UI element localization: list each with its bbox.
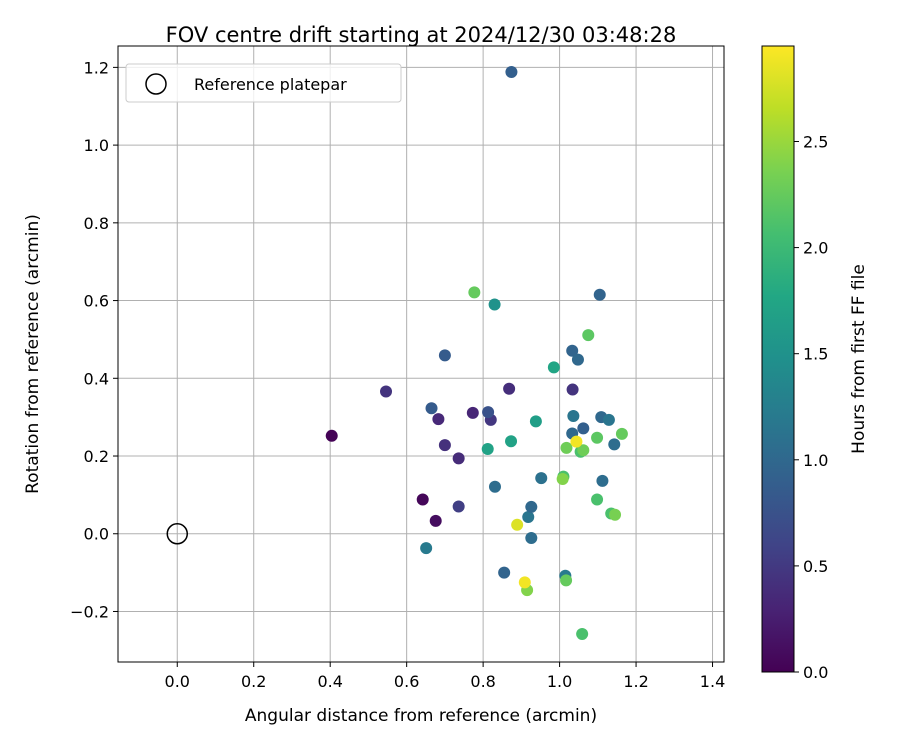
data-point bbox=[602, 413, 615, 426]
colorbar-tick-label: 1.0 bbox=[803, 451, 828, 470]
colorbar-tick-label: 2.0 bbox=[803, 239, 828, 258]
x-tick-label: 0.2 bbox=[241, 672, 266, 691]
data-point bbox=[488, 480, 501, 493]
data-point bbox=[452, 452, 465, 465]
data-point bbox=[420, 542, 433, 555]
x-tick-label: 1.2 bbox=[623, 672, 648, 691]
data-point bbox=[432, 413, 445, 426]
data-point bbox=[429, 514, 442, 527]
data-point bbox=[535, 472, 548, 485]
colorbar-tick-label: 2.5 bbox=[803, 132, 828, 151]
data-point bbox=[571, 353, 584, 366]
x-tick-label: 0.0 bbox=[165, 672, 190, 691]
data-point bbox=[529, 415, 542, 428]
data-point bbox=[505, 435, 518, 448]
y-tick-label: −0.2 bbox=[70, 602, 109, 621]
y-tick-label: 0.2 bbox=[84, 447, 109, 466]
legend-box bbox=[125, 63, 402, 103]
y-tick-label: 0.0 bbox=[84, 525, 109, 544]
data-point bbox=[570, 435, 583, 448]
data-point bbox=[518, 576, 531, 589]
legend: Reference platepar bbox=[125, 63, 402, 103]
x-tick-label: 0.4 bbox=[317, 672, 342, 691]
x-axis-label: Angular distance from reference (arcmin) bbox=[245, 706, 597, 726]
x-axis-ticks: 0.0 0.2 0.4 0.6 0.8 1.0 1.2 1.4 bbox=[165, 662, 725, 691]
colorbar-ticks: 0.0 0.5 1.0 1.5 2.0 2.5 bbox=[794, 132, 828, 682]
x-tick-label: 0.8 bbox=[470, 672, 495, 691]
colorbar: 0.0 0.5 1.0 1.5 2.0 2.5 Hours from first FF f… bbox=[761, 45, 869, 682]
plot-frame bbox=[117, 45, 725, 663]
data-point bbox=[498, 566, 511, 579]
data-point bbox=[416, 493, 429, 506]
y-tick-label: 0.6 bbox=[84, 292, 109, 311]
legend-marker bbox=[145, 73, 167, 95]
data-point bbox=[577, 422, 590, 435]
data-point bbox=[577, 444, 590, 457]
chart-title: FOV centre drift starting at 2024/12/30 … bbox=[166, 23, 677, 47]
data-point bbox=[591, 431, 604, 444]
x-tick-label: 0.6 bbox=[394, 672, 419, 691]
data-point bbox=[608, 438, 621, 451]
data-point bbox=[325, 429, 338, 442]
data-point bbox=[425, 402, 438, 415]
y-tick-label: 1.0 bbox=[84, 136, 109, 155]
data-point bbox=[582, 329, 595, 342]
data-point bbox=[591, 493, 604, 506]
data-points bbox=[325, 66, 628, 641]
data-point bbox=[615, 427, 628, 440]
data-point bbox=[560, 574, 573, 587]
data-point bbox=[576, 628, 589, 641]
data-point bbox=[380, 385, 393, 398]
data-point bbox=[525, 500, 538, 513]
colorbar-gradient bbox=[761, 45, 795, 673]
data-point bbox=[488, 298, 501, 311]
y-tick-label: 1.2 bbox=[84, 58, 109, 77]
data-point bbox=[593, 288, 606, 301]
data-point bbox=[566, 383, 579, 396]
data-point bbox=[452, 500, 465, 513]
data-point bbox=[505, 66, 518, 79]
colorbar-tick-label: 0.0 bbox=[803, 663, 828, 682]
data-point bbox=[468, 286, 481, 299]
y-axis-label: Rotation from reference (arcmin) bbox=[23, 214, 43, 494]
legend-entry-reference-platepar: Reference platepar bbox=[194, 75, 347, 94]
data-point bbox=[503, 382, 516, 395]
data-point bbox=[438, 349, 451, 362]
data-point bbox=[547, 361, 560, 374]
gridlines bbox=[118, 46, 724, 662]
data-point bbox=[596, 474, 609, 487]
data-point bbox=[556, 472, 569, 485]
data-point bbox=[566, 344, 579, 357]
colorbar-tick-label: 0.5 bbox=[803, 557, 828, 576]
colorbar-label: Hours from first FF file bbox=[849, 264, 869, 454]
data-point bbox=[609, 508, 622, 521]
colorbar-tick-label: 1.5 bbox=[803, 345, 828, 364]
data-point bbox=[438, 439, 451, 452]
data-point bbox=[466, 406, 479, 419]
data-point bbox=[567, 409, 580, 422]
x-tick-label: 1.0 bbox=[547, 672, 572, 691]
data-point bbox=[511, 518, 524, 531]
y-tick-label: 0.4 bbox=[84, 369, 109, 388]
x-tick-label: 1.4 bbox=[700, 672, 725, 691]
reference-platepar-marker bbox=[166, 522, 189, 545]
data-point bbox=[560, 441, 573, 454]
data-point bbox=[482, 406, 495, 419]
data-point bbox=[525, 532, 538, 545]
y-tick-label: 0.8 bbox=[84, 214, 109, 233]
y-axis-ticks: −0.2 0.0 0.2 0.4 0.6 0.8 1.0 1.2 bbox=[70, 58, 118, 621]
data-point bbox=[481, 443, 494, 456]
data-point bbox=[522, 511, 535, 524]
